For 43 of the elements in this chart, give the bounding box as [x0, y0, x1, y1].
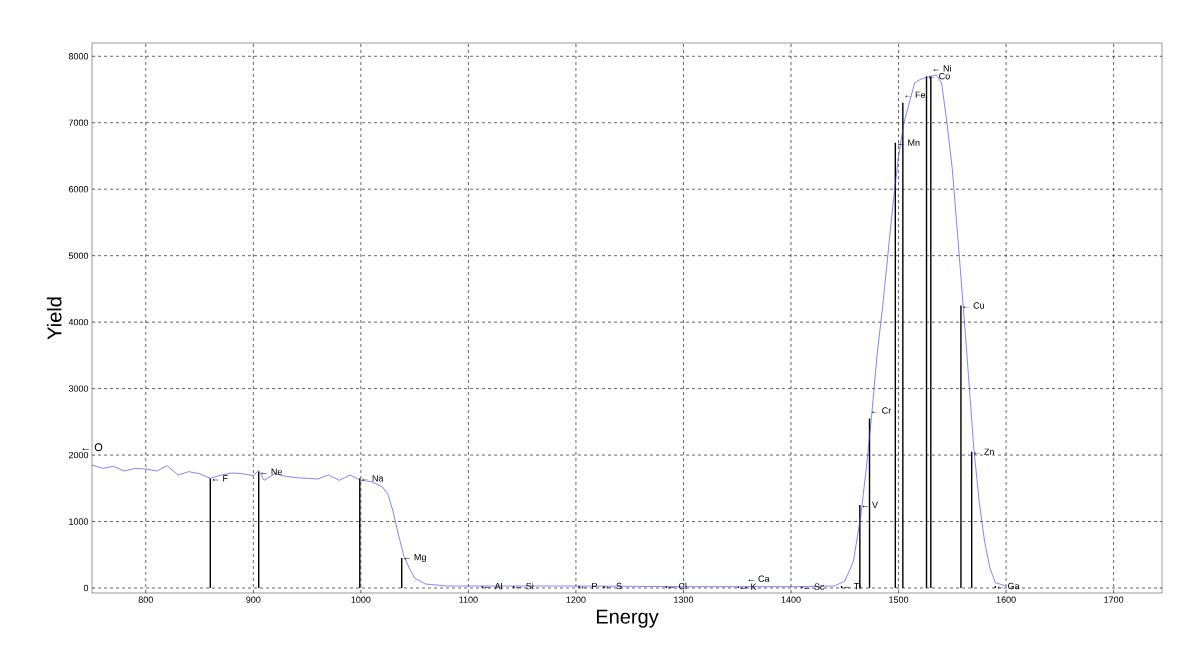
annotation: ← Zn	[974, 448, 994, 455]
annotation: ← V	[862, 501, 878, 509]
annotation: ← Cl	[668, 582, 687, 590]
annotation: ← Ca	[748, 575, 770, 582]
x-tick-label: 1600	[996, 596, 1016, 603]
y-tick-label: 8000	[68, 53, 89, 60]
x-tick-label: 1500	[889, 596, 909, 603]
annotation: ← Fe	[905, 91, 926, 98]
y-tick-label: 3000	[68, 385, 89, 392]
x-tick-label: 1700	[1104, 596, 1124, 603]
x-tick-label: 800	[138, 596, 153, 603]
annotation: ← O	[82, 443, 103, 452]
annotation: ← Sc	[804, 583, 825, 590]
x-tick-label: 1400	[781, 596, 801, 603]
y-tick-label: 4000	[68, 318, 89, 326]
annotation: ← Ne	[261, 468, 282, 475]
annotation: ← K	[740, 583, 757, 590]
annotation: ← Ni	[933, 64, 951, 72]
y-tick-label: 2000	[68, 451, 89, 459]
annotation: ← Na	[362, 475, 384, 482]
y-axis-title: Yield	[46, 297, 62, 340]
annotation: ← Mn	[897, 139, 920, 146]
annotation: ← F	[212, 475, 228, 482]
annotation: ← Cr	[872, 407, 892, 414]
y-tick-label: 1000	[69, 518, 89, 525]
x-tick-label: 1200	[566, 596, 586, 603]
annotation: ← Co	[929, 73, 950, 80]
x-tick-label: 1100	[459, 596, 478, 603]
annotation: ← Cu	[963, 302, 985, 309]
y-tick-label: 6000	[68, 186, 89, 193]
x-tick-label: 1000	[351, 596, 371, 603]
annotation: ← P	[581, 582, 597, 590]
y-tick-label: 5000	[68, 252, 89, 259]
x-tick-label: 900	[246, 596, 261, 603]
annotation: ← Si	[516, 582, 534, 590]
y-tick-label: 0	[83, 584, 89, 592]
annotation: ← Mg	[404, 554, 426, 563]
annotation: ← S	[606, 582, 622, 590]
annotation: ← Ga	[997, 582, 1020, 590]
y-tick-label: 7000	[68, 119, 89, 126]
annotation: ← Al	[484, 582, 502, 590]
x-tick-label: 1300	[674, 596, 694, 603]
x-axis-title: Energy	[596, 609, 659, 628]
